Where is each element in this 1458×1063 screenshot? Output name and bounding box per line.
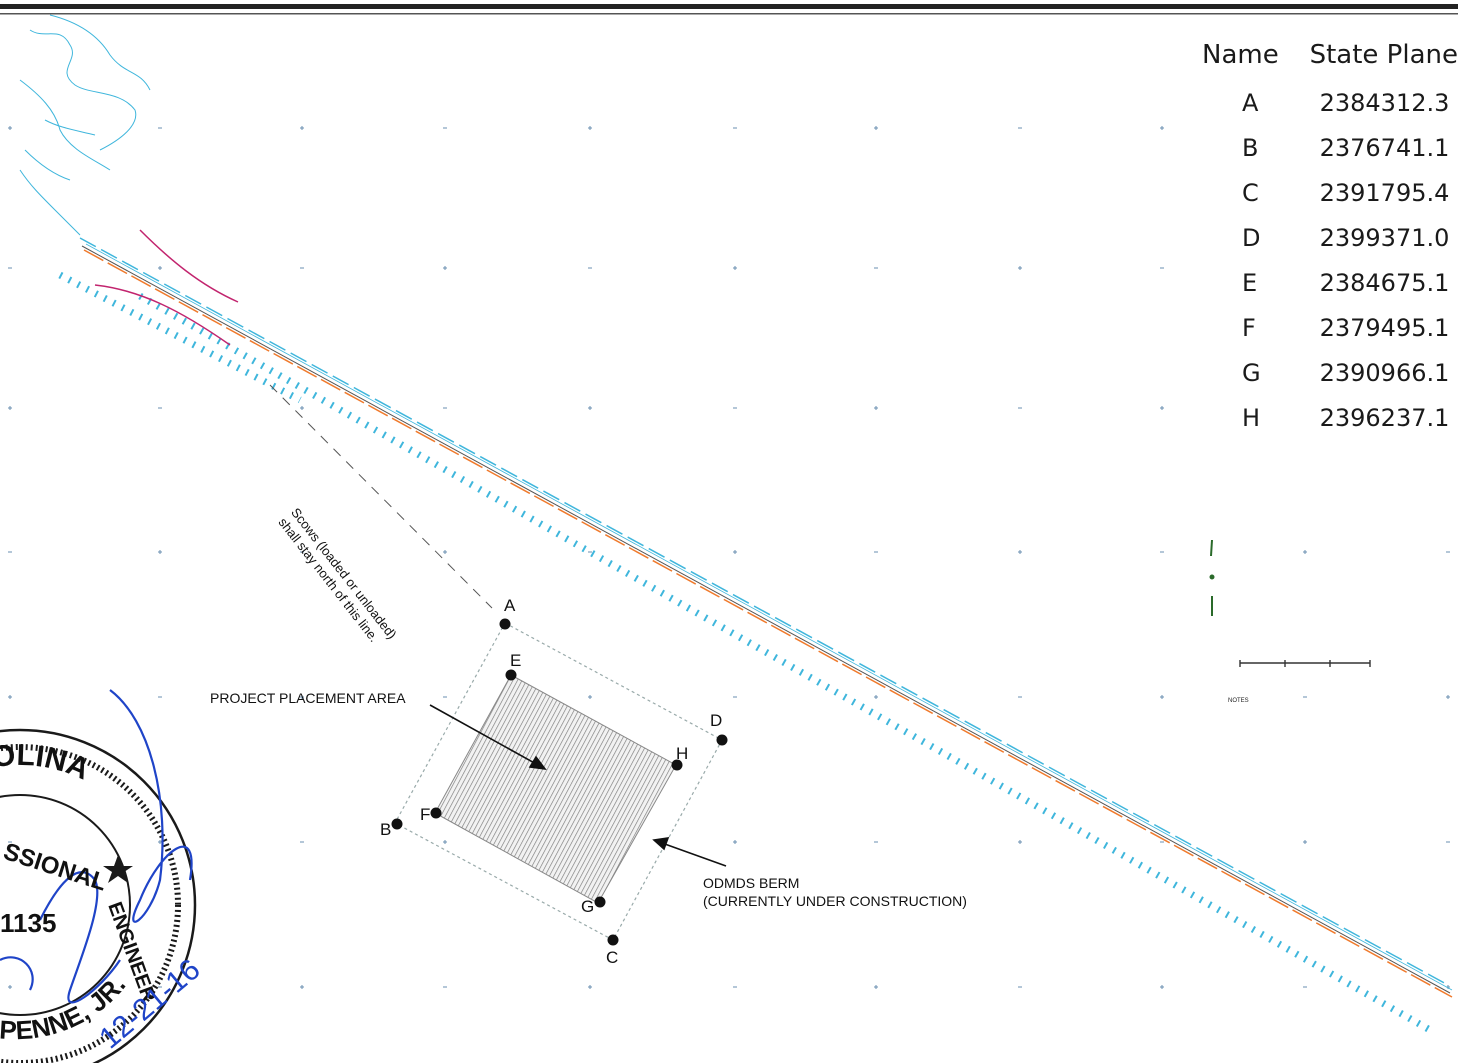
table-row: E 2384675.1: [1196, 260, 1458, 305]
table-row: B 2376741.1: [1196, 125, 1458, 170]
row-value: 2391795.4: [1319, 178, 1450, 207]
row-name: B: [1242, 133, 1259, 162]
survey-points: [391, 618, 728, 946]
point-label-a: A: [504, 596, 516, 615]
point-h: [671, 759, 683, 771]
point-label-f: F: [420, 805, 431, 824]
scale-bar: [1239, 660, 1371, 667]
coastline-inset: [19, 14, 151, 236]
scow-restriction-line: [269, 384, 493, 609]
point-g: [594, 896, 606, 908]
row-name: C: [1242, 178, 1259, 207]
point-f: [430, 807, 442, 819]
row-value: 2384675.1: [1319, 268, 1450, 297]
grid-ticks: [8, 126, 1450, 989]
placement-area-label: PROJECT PLACEMENT AREA: [210, 690, 406, 706]
row-value: 2396237.1: [1319, 403, 1450, 432]
seal-star: [103, 855, 133, 883]
project-placement-area: [434, 674, 677, 904]
notes-title: NOTES: [1228, 698, 1249, 704]
row-value: 2376741.1: [1319, 133, 1450, 162]
point-label-g: G: [581, 897, 595, 916]
row-name: G: [1242, 358, 1261, 387]
point-e: [505, 669, 517, 681]
seal-left-text: SSIONAL: [0, 838, 110, 897]
point-label-h: H: [676, 744, 689, 763]
point-a: [499, 618, 511, 630]
row-name: A: [1242, 88, 1259, 117]
sheet-top-border-inner: [0, 13, 1458, 15]
table-row: H 2396237.1: [1196, 395, 1458, 440]
berm-label-line-1: ODMDS BERM: [703, 875, 800, 891]
coordinate-table: Name State Plane A 2384312.3 B 2376741.1 C…: [1196, 36, 1458, 440]
north-arrow: [1209, 539, 1215, 616]
point-b: [391, 818, 403, 830]
table-row: A 2384312.3: [1196, 80, 1458, 125]
row-name: F: [1242, 313, 1256, 342]
sheet-top-border: [0, 4, 1458, 9]
seal-number: 1135: [0, 908, 56, 938]
row-name: E: [1242, 268, 1258, 297]
point-label-d: D: [710, 711, 723, 730]
table-header-row: Name State Plane: [1196, 36, 1458, 80]
row-value: 2399371.0: [1319, 223, 1450, 252]
table-row: C 2391795.4: [1196, 170, 1458, 215]
row-value: 2384312.3: [1319, 88, 1450, 117]
row-name: H: [1242, 403, 1261, 432]
point-c: [607, 934, 619, 946]
seal-text: AROLINA GAPENNE, JR. SSIONAL ENGINEER 11…: [0, 739, 206, 1056]
berm-label-line-2: (CURRENTLY UNDER CONSTRUCTION): [703, 893, 967, 909]
point-label-c: C: [606, 948, 619, 967]
table-row: F 2379495.1: [1196, 305, 1458, 350]
column-header-name: Name: [1202, 40, 1279, 70]
leader-arrows: [429, 704, 727, 867]
table-row: G 2390966.1: [1196, 350, 1458, 395]
row-value: 2390966.1: [1319, 358, 1450, 387]
berm-label: ODMDS BERM (CURRENTLY UNDER CONSTRUCTION…: [703, 874, 967, 910]
signature: [0, 689, 193, 1004]
navigation-channel: [58, 229, 1453, 1034]
row-name: D: [1242, 223, 1261, 252]
pe-seal: [0, 728, 197, 1063]
column-header-state-plane: State Plane: [1309, 40, 1458, 70]
table-row: D 2399371.0: [1196, 215, 1458, 260]
point-label-e: E: [510, 651, 522, 670]
point-label-b: B: [380, 820, 392, 839]
seal-top-text: AROLINA: [0, 739, 94, 789]
point-d: [716, 734, 728, 746]
row-value: 2379495.1: [1319, 313, 1450, 342]
